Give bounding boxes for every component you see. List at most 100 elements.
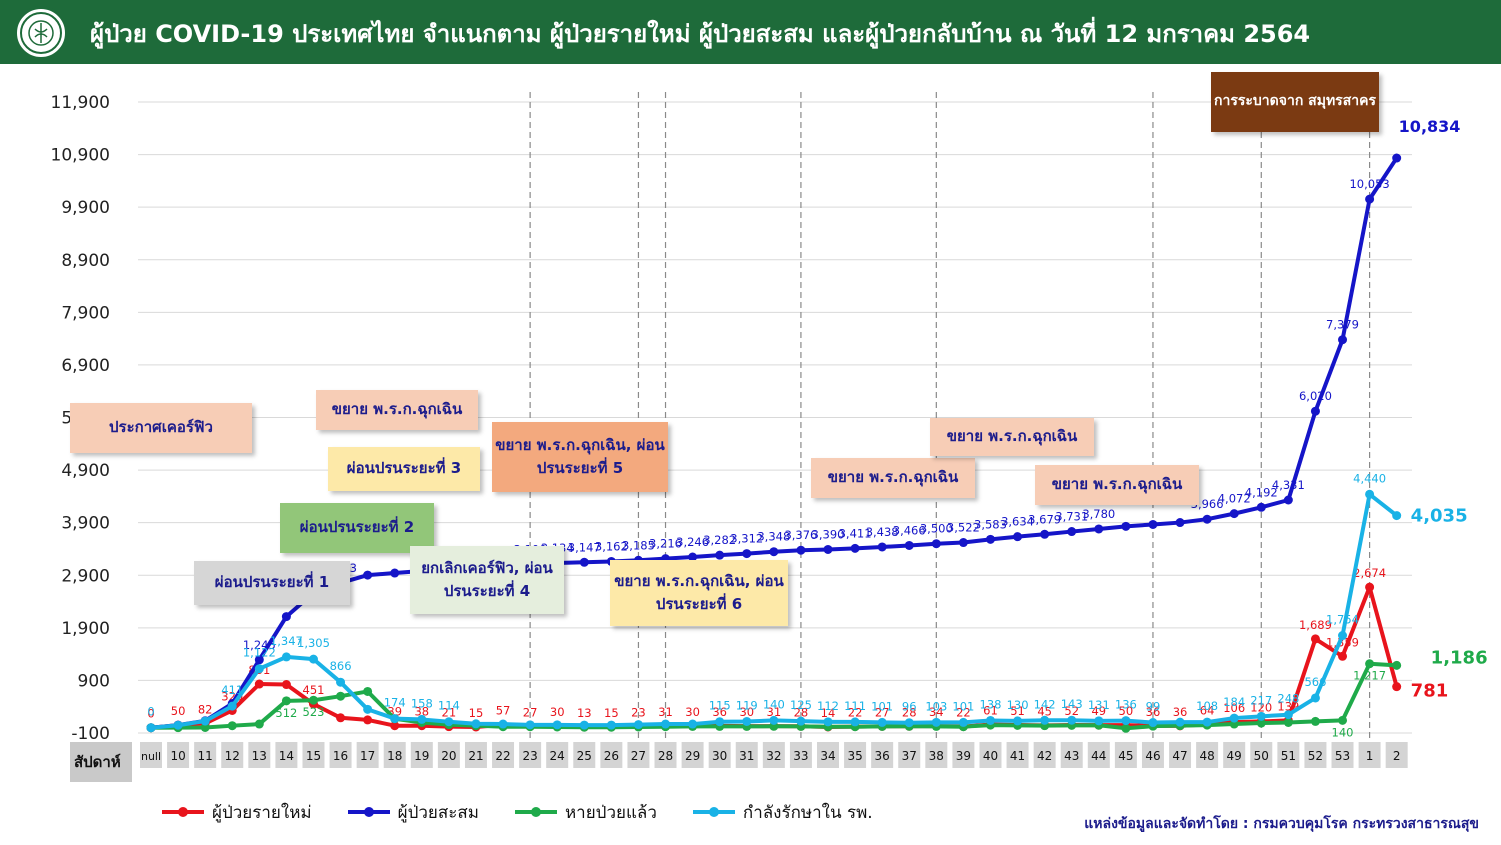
data-label-hospital: 411 [221, 683, 243, 697]
data-point-hospital [1175, 717, 1185, 727]
data-point-hospital [1202, 717, 1212, 727]
x-tick-box [1114, 742, 1137, 768]
annotation-emergency-extension-2: ขยาย พ.ร.ก.ฉุกเฉิน [811, 458, 975, 498]
x-tick-box [410, 742, 433, 768]
x-tick-label: 12 [225, 749, 240, 763]
data-label-new: 31 [658, 705, 673, 719]
data-label-hospital: 119 [736, 698, 758, 712]
x-axis-label: สัปดาห์ [70, 742, 132, 782]
data-label-cumulative: 10,053 [1349, 177, 1389, 191]
legend-label-hospital: กำลังรักษาใน รพ. [742, 802, 873, 823]
x-tick-label: 43 [1064, 749, 1079, 763]
data-point-hospital [985, 715, 995, 725]
data-point-hospital [1256, 711, 1266, 721]
annotation-emergency-extension-relax-6: ขยาย พ.ร.ก.ฉุกเฉิน, ผ่อนปรนระยะที่ 6 [610, 560, 788, 626]
x-tick-box [1196, 742, 1219, 768]
x-tick-label: 44 [1091, 749, 1106, 763]
data-label-recovered: 523 [303, 705, 325, 719]
data-label-new: 451 [303, 683, 325, 697]
data-point-cumulative [1338, 335, 1348, 345]
data-point-hospital [1229, 713, 1239, 723]
data-point-hospital [742, 716, 752, 726]
annotation-relax-phase-1: ผ่อนปรนระยะที่ 1 [194, 561, 350, 605]
x-tick-box [464, 742, 487, 768]
x-tick-box [519, 742, 542, 768]
y-tick-label: 7,900 [61, 303, 110, 323]
data-point-cumulative [823, 544, 833, 554]
data-label-cumulative: 3,162 [595, 539, 628, 553]
series-line-cumulative [150, 156, 1399, 730]
data-point-recovered [336, 691, 346, 701]
y-tick-label: 10,900 [51, 146, 110, 166]
x-tick-label: 30 [712, 749, 727, 763]
data-point-recovered [281, 696, 291, 706]
data-label-hospital: 217 [1250, 693, 1272, 707]
data-point-cumulative [715, 550, 725, 560]
data-label-cumulative: 3,522 [947, 521, 980, 535]
header-bar: ผู้ป่วย COVID-19 ประเทศไทย จำแนกตาม ผู้ป… [0, 0, 1501, 64]
data-point-new [390, 721, 400, 731]
data-point-new [1338, 651, 1348, 661]
data-point-hospital [715, 717, 725, 727]
data-point-cumulative [1256, 502, 1266, 512]
x-tick-box [302, 742, 325, 768]
data-point-hospital [1365, 489, 1375, 499]
data-point-hospital [471, 719, 481, 729]
x-tick-label: 40 [983, 749, 998, 763]
data-source-note: แหล่งข้อมูลและจัดทำโดย : กรมควบคุมโรค กร… [1084, 816, 1479, 832]
data-label-hospital: 101 [871, 699, 893, 713]
data-label-new: 15 [604, 706, 619, 720]
data-point-recovered [227, 721, 237, 731]
y-tick-label: 9,900 [61, 198, 110, 218]
data-label-new: 28 [794, 705, 809, 719]
data-point-new [254, 679, 264, 689]
data-point-hospital [308, 654, 318, 664]
data-label-cumulative: 3,376 [784, 528, 817, 542]
x-tick-box [329, 742, 352, 768]
page-title: ผู้ป่วย COVID-19 ประเทศไทย จำแนกตาม ผู้ป… [90, 20, 1311, 48]
data-point-recovered [1338, 715, 1348, 725]
x-tick-box [762, 742, 785, 768]
data-point-hospital [227, 701, 237, 711]
data-point-recovered [308, 695, 318, 705]
data-label-new: 61 [983, 704, 998, 718]
data-label-hospital: 142 [1034, 697, 1056, 711]
data-label-new: 36 [1146, 705, 1161, 719]
data-label-hospital: 125 [790, 698, 812, 712]
data-point-hospital [1013, 716, 1023, 726]
data-label-cumulative: 3,147 [568, 540, 601, 554]
data-point-hospital [200, 716, 210, 726]
x-tick-label: 39 [956, 749, 971, 763]
x-tick-label: 38 [929, 749, 944, 763]
x-tick-box [383, 742, 406, 768]
legend-item-new: ผู้ป่วยรายใหม่ [160, 799, 312, 826]
data-label-new: 82 [198, 702, 213, 716]
end-label-recovered: 1,186 [1431, 647, 1488, 668]
data-point-cumulative [958, 538, 968, 548]
data-label-hospital: 114 [438, 699, 460, 713]
legend-marker-recovered [514, 807, 557, 817]
data-point-hospital [769, 715, 779, 725]
data-label-hospital: 101 [952, 699, 974, 713]
data-point-hospital [146, 723, 156, 733]
data-label-cumulative: 3,246 [676, 535, 709, 549]
data-label-hospital: 184 [1223, 695, 1245, 709]
data-point-new [336, 713, 346, 723]
data-point-cumulative [1013, 532, 1023, 542]
y-tick-label: 1,900 [61, 619, 110, 639]
x-tick-box [1169, 742, 1192, 768]
data-point-new [281, 680, 291, 690]
data-point-cumulative [796, 545, 806, 555]
x-tick-box [1223, 742, 1246, 768]
legend-label-new: ผู้ป่วยรายใหม่ [212, 802, 312, 823]
x-tick-label: 11 [198, 749, 213, 763]
data-label-hospital: 112 [817, 699, 839, 713]
end-label-hospital: 4,035 [1411, 506, 1468, 527]
annotation-emergency-extension-relax-5: ขยาย พ.ร.ก.ฉุกเฉิน, ผ่อนปรนระยะที่ 5 [492, 422, 668, 492]
x-tick-box [654, 742, 677, 768]
x-tick-box [1141, 742, 1164, 768]
y-tick-label: 11,900 [51, 93, 110, 113]
data-label-hospital: 103 [925, 699, 947, 713]
x-tick-box [140, 742, 162, 768]
y-tick-label: 2,900 [61, 566, 110, 586]
